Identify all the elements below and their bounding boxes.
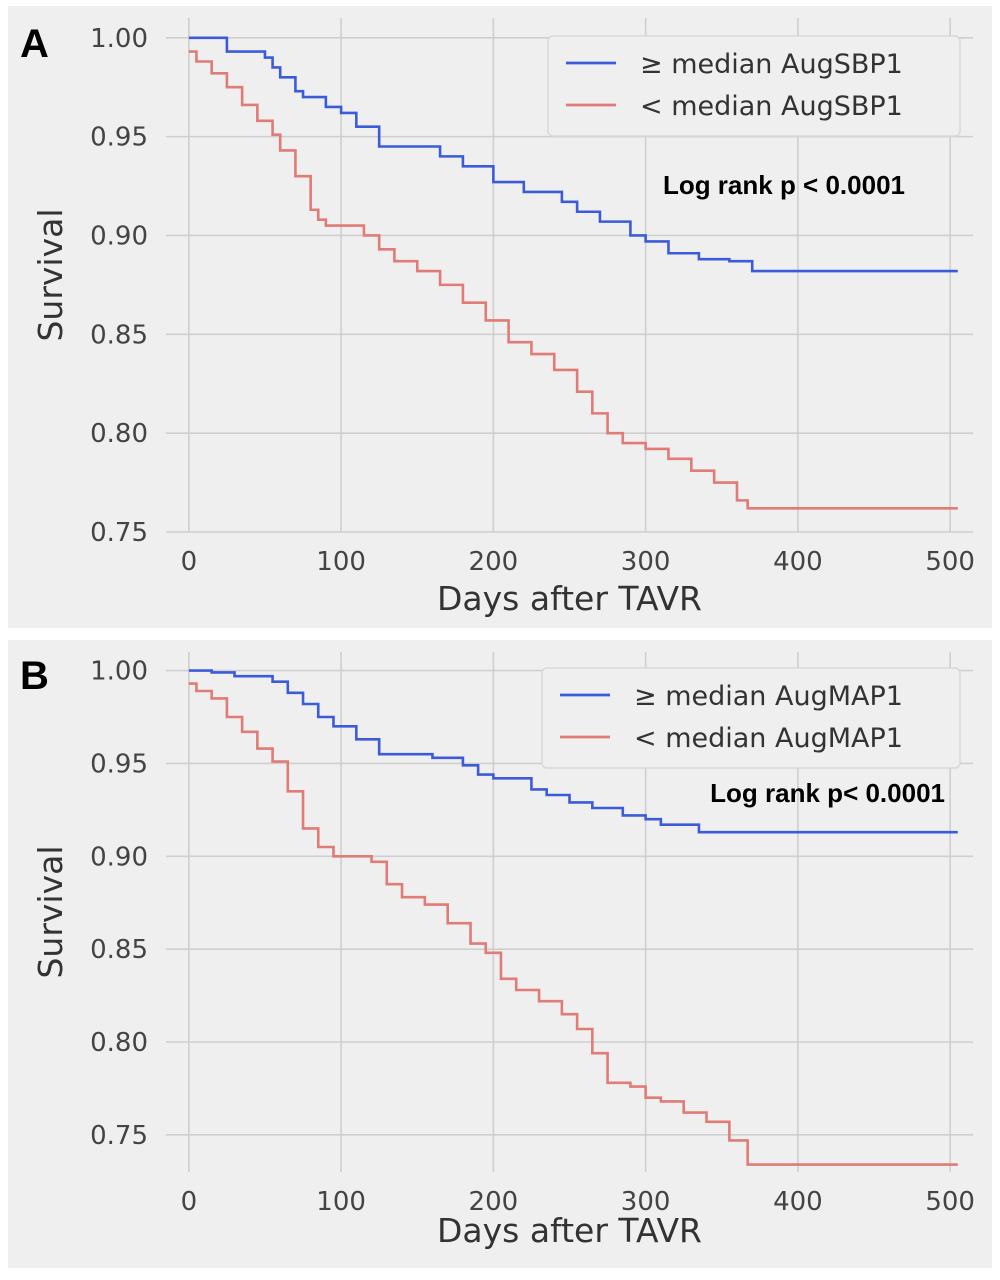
x-tick-label: 300 [621,547,671,577]
x-tick-label: 300 [621,1187,671,1217]
series-line-2 [188,682,958,1166]
y-axis-label: Survival [31,208,70,341]
y-tick-label: 0.90 [90,842,148,872]
x-tick-label: 100 [316,1187,366,1217]
y-tick-label: 0.95 [90,749,148,779]
log-rank-annotation: Log rank p< 0.0001 [710,778,945,808]
y-tick-label: 0.85 [90,320,148,350]
x-tick-label: 400 [773,547,823,577]
y-tick-label: 0.75 [90,518,148,548]
chart-b: 0 100 200 300 400 500 0.75 0.80 0.85 0.90 0.95 1.00… [31,652,975,1250]
y-tick-label: 0.80 [90,1028,148,1058]
y-tick-label: 0.90 [90,221,148,251]
x-tick-label: 500 [925,547,975,577]
panel-label-b: B [20,654,49,698]
series-line-1 [188,36,958,273]
y-axis-label: Survival [31,845,70,978]
panel-label-a: A [20,22,49,66]
x-axis-label: Days after TAVR [437,1211,702,1250]
x-tick-label: 200 [469,547,519,577]
x-tick-label: 0 [181,1187,198,1217]
y-tick-label: 0.95 [90,123,148,153]
y-tick-label: 0.80 [90,419,148,449]
y-tick-label: 0.85 [90,935,148,965]
y-tick-label: 0.75 [90,1121,148,1151]
chart-a: 0 100 200 300 400 500 0.75 0.80 0.85 0.90 0.95 1.00… [31,18,975,618]
y-tick-label: 1.00 [90,657,148,687]
series-line-1 [188,669,958,834]
x-axis-label: Days after TAVR [437,579,702,618]
x-tick-label: 500 [925,1187,975,1217]
legend-label-1: ≥ median AugSBP1 [640,49,903,80]
x-tick-label: 200 [469,1187,519,1217]
x-tick-label: 400 [773,1187,823,1217]
panel-a: 0 100 200 300 400 500 0.75 0.80 0.85 0.90 0.95 1.00… [8,6,992,628]
legend-box [547,35,961,137]
log-rank-annotation: Log rank p < 0.0001 [663,170,905,200]
x-tick-label: 100 [316,547,366,577]
x-tick-label: 0 [181,547,198,577]
series-line-2 [188,50,958,510]
panel-b: 0 100 200 300 400 500 0.75 0.80 0.85 0.90 0.95 1.00… [8,640,992,1268]
legend-box [541,667,961,769]
legend-label-2: < median AugSBP1 [640,91,903,122]
legend-label-2: < median AugMAP1 [634,723,903,754]
y-tick-label: 1.00 [90,24,148,54]
legend-label-1: ≥ median AugMAP1 [634,681,903,712]
